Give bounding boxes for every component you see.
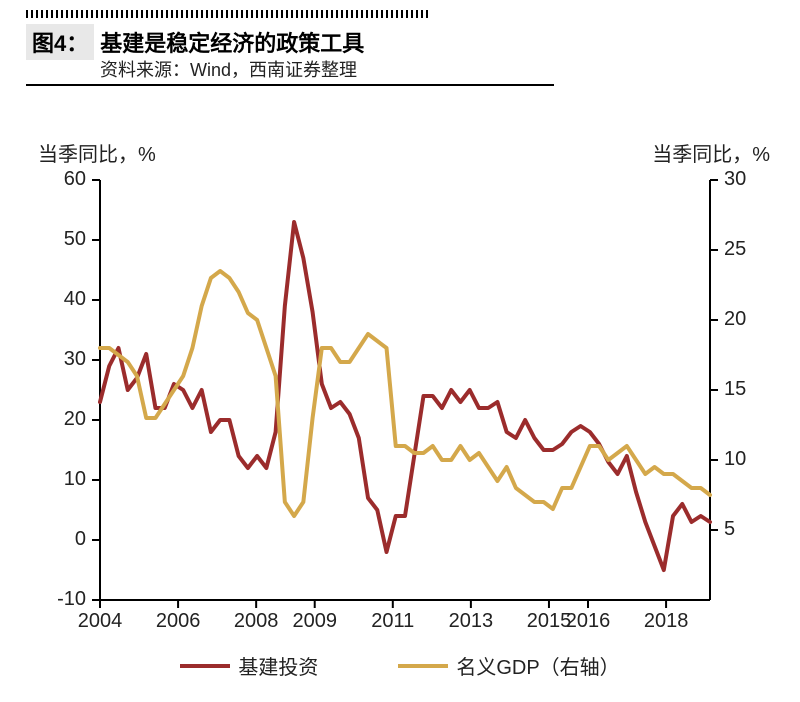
ytick-left: 0 — [20, 528, 86, 551]
legend-item-infra: 基建投资 — [180, 651, 318, 680]
figure-label: 图4： — [26, 24, 94, 60]
plot-area — [20, 120, 780, 660]
chart-container: 当季同比，% 当季同比，% -100102030405060 510152025… — [20, 120, 780, 680]
ytick-left: -10 — [20, 588, 86, 611]
ytick-right: 15 — [724, 378, 746, 401]
xtick: 2006 — [156, 610, 201, 633]
ytick-right: 30 — [724, 168, 746, 191]
xtick: 2008 — [234, 610, 279, 633]
xtick: 2009 — [292, 610, 337, 633]
ytick-left: 40 — [20, 288, 86, 311]
xtick: 2018 — [644, 610, 689, 633]
xtick: 2015 — [527, 610, 572, 633]
legend-item-gdp: 名义GDP（右轴） — [398, 651, 619, 680]
legend-label-infra: 基建投资 — [238, 651, 318, 680]
legend-swatch-gdp — [398, 664, 448, 668]
header-decoration — [26, 10, 428, 18]
xtick: 2004 — [78, 610, 123, 633]
legend-swatch-infra — [180, 664, 230, 668]
figure-header: 图4： 基建是稳定经济的政策工具 — [26, 24, 364, 60]
xtick: 2016 — [566, 610, 611, 633]
ytick-right: 5 — [724, 518, 735, 541]
ytick-left: 50 — [20, 228, 86, 251]
xtick: 2013 — [449, 610, 494, 633]
figure-title: 基建是稳定经济的政策工具 — [100, 26, 364, 58]
figure-label-text: 图4： — [32, 31, 88, 56]
ytick-right: 10 — [724, 448, 746, 471]
ytick-left: 10 — [20, 468, 86, 491]
header-underline — [26, 84, 554, 86]
ytick-right: 20 — [724, 308, 746, 331]
ytick-left: 30 — [20, 348, 86, 371]
ytick-right: 25 — [724, 238, 746, 261]
ytick-left: 60 — [20, 168, 86, 191]
ytick-left: 20 — [20, 408, 86, 431]
chart-legend: 基建投资 名义GDP（右轴） — [20, 651, 780, 680]
xtick: 2011 — [371, 610, 414, 633]
figure-source: 资料来源：Wind，西南证券整理 — [100, 56, 357, 82]
legend-label-gdp: 名义GDP（右轴） — [456, 651, 619, 680]
